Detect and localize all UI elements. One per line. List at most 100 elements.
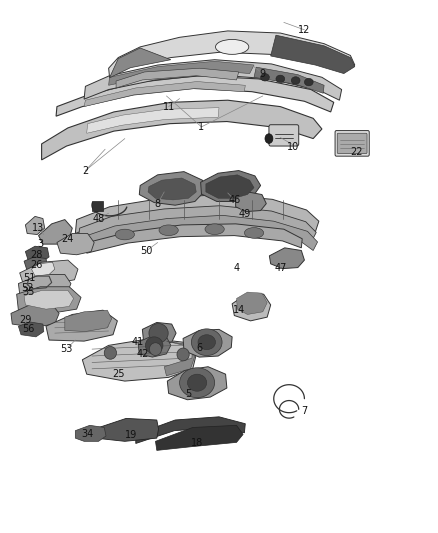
Polygon shape: [32, 262, 55, 276]
Polygon shape: [82, 338, 196, 381]
Ellipse shape: [145, 337, 163, 354]
Text: 3: 3: [38, 239, 44, 249]
Polygon shape: [109, 31, 355, 77]
Polygon shape: [84, 82, 245, 107]
Polygon shape: [75, 425, 106, 441]
Text: 22: 22: [351, 147, 363, 157]
Text: 25: 25: [112, 369, 124, 379]
Polygon shape: [57, 233, 94, 255]
Polygon shape: [39, 220, 72, 244]
Polygon shape: [24, 257, 47, 272]
Ellipse shape: [265, 134, 273, 143]
Polygon shape: [20, 260, 78, 284]
Ellipse shape: [159, 225, 178, 236]
Ellipse shape: [177, 348, 189, 361]
Text: 29: 29: [19, 315, 32, 325]
Text: 4: 4: [233, 263, 240, 272]
Polygon shape: [25, 246, 49, 262]
Polygon shape: [18, 274, 71, 297]
Polygon shape: [183, 329, 232, 357]
Polygon shape: [155, 425, 243, 450]
Polygon shape: [75, 195, 319, 233]
Ellipse shape: [215, 39, 249, 54]
Text: 42: 42: [136, 350, 148, 359]
Text: 2: 2: [82, 166, 88, 175]
Text: 19: 19: [125, 431, 138, 440]
Ellipse shape: [115, 229, 134, 240]
Text: 34: 34: [81, 430, 94, 439]
Polygon shape: [232, 294, 271, 321]
Text: 9: 9: [260, 69, 266, 78]
Polygon shape: [236, 192, 266, 212]
Polygon shape: [80, 215, 318, 251]
Polygon shape: [116, 68, 239, 88]
Text: 48: 48: [92, 214, 105, 223]
Polygon shape: [109, 61, 254, 85]
Ellipse shape: [191, 329, 222, 356]
Text: 11: 11: [162, 102, 175, 111]
Polygon shape: [94, 418, 159, 441]
Polygon shape: [139, 172, 205, 205]
Polygon shape: [167, 367, 227, 400]
Ellipse shape: [307, 51, 328, 64]
Polygon shape: [25, 216, 45, 235]
Text: 1: 1: [198, 122, 205, 132]
Ellipse shape: [291, 77, 300, 84]
Polygon shape: [110, 48, 171, 78]
Polygon shape: [269, 248, 304, 269]
Polygon shape: [65, 310, 112, 332]
Text: 49: 49: [238, 209, 251, 219]
Polygon shape: [17, 287, 81, 313]
Text: 10: 10: [287, 142, 300, 151]
Text: 53: 53: [60, 344, 73, 354]
Ellipse shape: [149, 343, 162, 356]
Text: 5: 5: [185, 390, 191, 399]
Text: 6: 6: [196, 343, 202, 352]
Text: 18: 18: [191, 439, 203, 448]
Text: 47: 47: [274, 263, 286, 272]
Polygon shape: [142, 322, 176, 345]
Text: 24: 24: [62, 234, 74, 244]
Polygon shape: [164, 341, 195, 376]
Text: 12: 12: [298, 25, 311, 35]
Polygon shape: [237, 292, 267, 314]
Polygon shape: [11, 304, 59, 327]
Polygon shape: [271, 35, 355, 74]
Ellipse shape: [205, 224, 224, 235]
Ellipse shape: [198, 335, 215, 350]
Text: 8: 8: [155, 199, 161, 208]
Ellipse shape: [104, 346, 117, 359]
Bar: [92, 201, 103, 211]
Ellipse shape: [276, 75, 285, 83]
Polygon shape: [24, 290, 74, 309]
Text: 7: 7: [301, 407, 307, 416]
Text: 52: 52: [21, 283, 34, 293]
Polygon shape: [87, 108, 219, 133]
Polygon shape: [254, 67, 324, 93]
Text: 28: 28: [30, 250, 42, 260]
Polygon shape: [56, 76, 334, 116]
Ellipse shape: [304, 78, 313, 86]
Ellipse shape: [244, 228, 264, 238]
Polygon shape: [87, 224, 302, 253]
Polygon shape: [138, 336, 171, 357]
FancyBboxPatch shape: [269, 125, 299, 146]
Text: 14: 14: [233, 305, 245, 315]
Text: 26: 26: [30, 261, 42, 270]
Polygon shape: [46, 310, 117, 341]
Ellipse shape: [149, 324, 168, 343]
FancyBboxPatch shape: [337, 133, 367, 154]
Polygon shape: [78, 206, 316, 241]
Polygon shape: [206, 175, 254, 198]
Polygon shape: [18, 322, 44, 337]
Text: 46: 46: [228, 195, 240, 205]
Polygon shape: [136, 417, 245, 443]
Polygon shape: [84, 60, 342, 100]
Polygon shape: [201, 171, 261, 201]
Polygon shape: [148, 178, 196, 200]
Text: 56: 56: [22, 325, 35, 334]
Text: 41: 41: [132, 337, 144, 347]
Text: 13: 13: [32, 223, 45, 233]
Polygon shape: [42, 100, 322, 160]
Ellipse shape: [187, 374, 207, 391]
